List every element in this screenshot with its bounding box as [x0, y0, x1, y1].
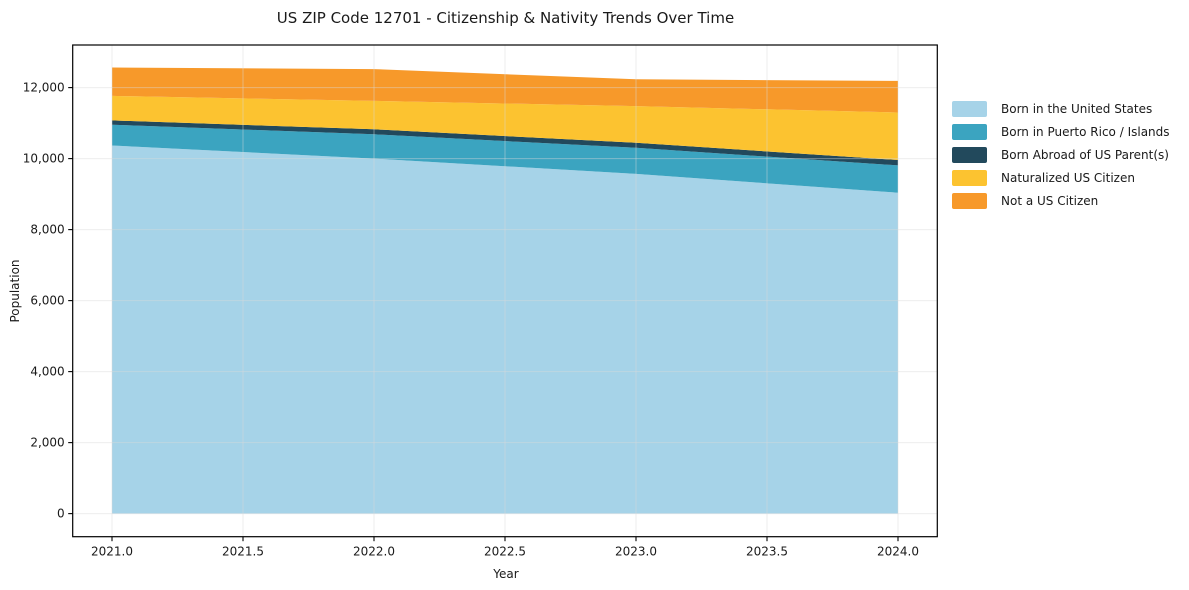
- legend: Born in the United States Born in Puerto …: [952, 101, 1170, 209]
- legend-swatch-icon: [952, 101, 987, 117]
- legend-item: Not a US Citizen: [952, 193, 1170, 209]
- area-series-4: [112, 67, 898, 113]
- legend-swatch-icon: [952, 193, 987, 209]
- chart-title: US ZIP Code 12701 - Citizenship & Nativi…: [276, 9, 735, 27]
- x-tick-label: 2023.0: [615, 545, 657, 559]
- y-axis-label: Population: [8, 259, 22, 323]
- area-series-0: [112, 145, 898, 514]
- legend-swatch-icon: [952, 170, 987, 186]
- y-tick-label: 0: [57, 507, 65, 521]
- x-tick-label: 2022.0: [353, 545, 395, 559]
- area-series-3: [112, 95, 898, 160]
- legend-label: Not a US Citizen: [1001, 194, 1099, 208]
- legend-swatch-icon: [952, 124, 987, 140]
- legend-label: Naturalized US Citizen: [1001, 171, 1135, 185]
- y-tick-label: 6,000: [30, 294, 64, 308]
- x-tick-label: 2022.5: [484, 545, 526, 559]
- y-tick-label: 10,000: [23, 152, 65, 166]
- y-tick-label: 4,000: [30, 365, 64, 379]
- legend-item: Naturalized US Citizen: [952, 170, 1170, 186]
- legend-item: Born in Puerto Rico / Islands: [952, 124, 1170, 140]
- legend-swatch-icon: [952, 147, 987, 163]
- legend-item: Born in the United States: [952, 101, 1170, 117]
- x-tick-label: 2024.0: [877, 545, 919, 559]
- x-axis-label: Year: [493, 567, 519, 581]
- x-tick-label: 2021.5: [222, 545, 264, 559]
- x-tick-label: 2021.0: [91, 545, 133, 559]
- legend-label: Born in the United States: [1001, 102, 1153, 116]
- x-tick-label: 2023.5: [746, 545, 788, 559]
- y-tick-label: 2,000: [30, 436, 64, 450]
- legend-item: Born Abroad of US Parent(s): [952, 147, 1170, 163]
- legend-label: Born Abroad of US Parent(s): [1001, 148, 1169, 162]
- y-tick-label: 8,000: [30, 223, 64, 237]
- area-series-1: [112, 124, 898, 193]
- legend-label: Born in Puerto Rico / Islands: [1001, 125, 1170, 139]
- area-series-2: [112, 120, 898, 166]
- y-tick-label: 12,000: [23, 81, 65, 95]
